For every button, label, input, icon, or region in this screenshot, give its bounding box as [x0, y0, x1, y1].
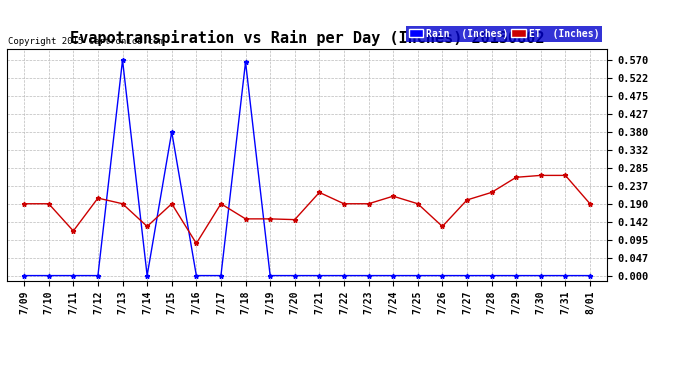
Title: Evapotranspiration vs Rain per Day (Inches) 20150802: Evapotranspiration vs Rain per Day (Inch…	[70, 30, 544, 46]
Text: Copyright 2015 Cartronics.com: Copyright 2015 Cartronics.com	[8, 38, 164, 46]
Legend: Rain  (Inches), ET  (Inches): Rain (Inches), ET (Inches)	[406, 26, 602, 42]
